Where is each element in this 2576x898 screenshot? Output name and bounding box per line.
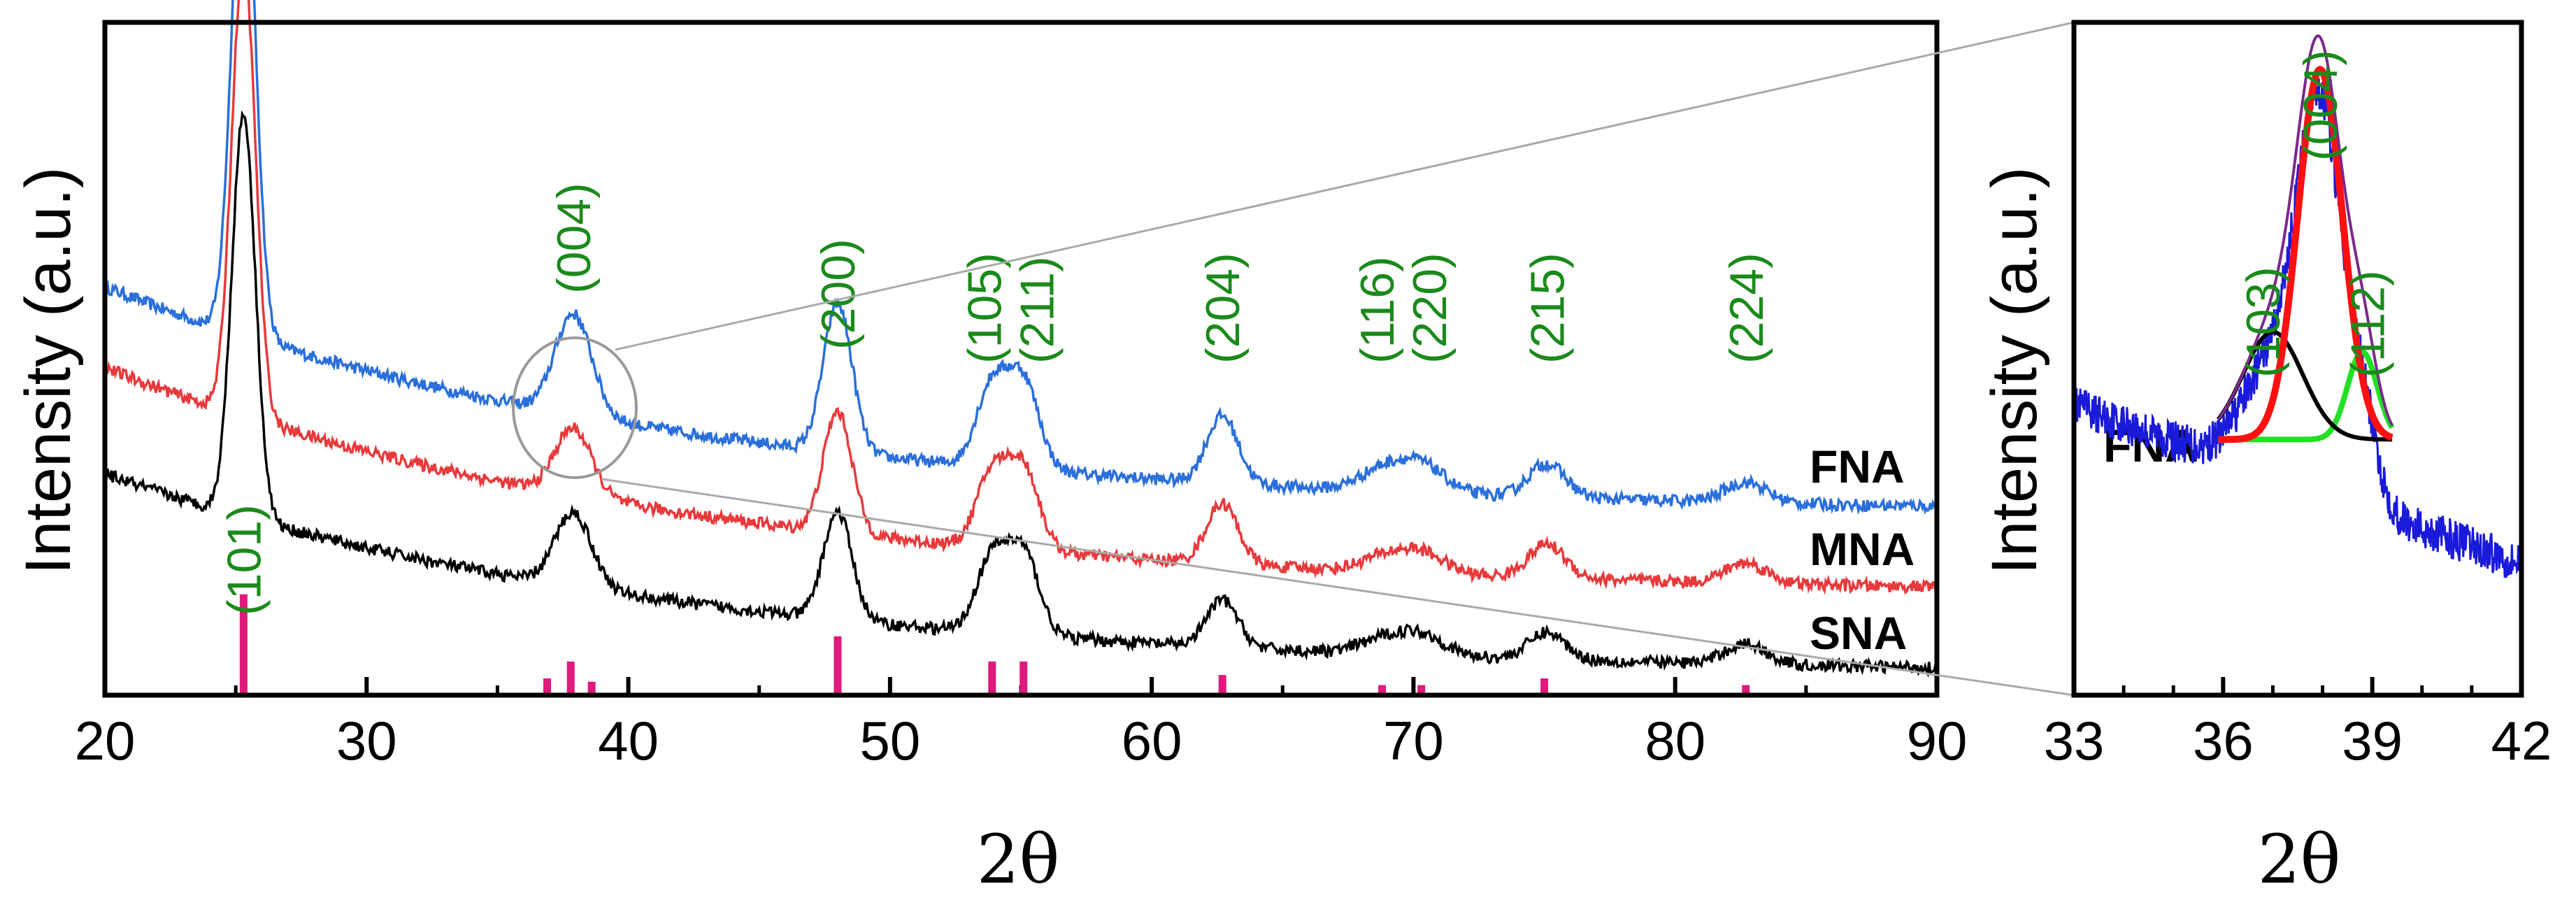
main-x-tick-label: 30 xyxy=(336,710,397,771)
inset-peak-label: (103) xyxy=(2237,266,2290,378)
inset-x-tick-label: 33 xyxy=(2044,710,2105,771)
peak-label: (215) xyxy=(1521,252,1574,364)
inset-x-axis-label: 2θ xyxy=(2258,820,2341,898)
main-x-tick-label: 70 xyxy=(1383,710,1444,771)
peak-label: (200) xyxy=(812,238,865,350)
main-x-tick-label: 60 xyxy=(1122,710,1182,771)
peak-label: (204) xyxy=(1196,252,1250,364)
zoom-connector xyxy=(512,21,2075,697)
series-label: FNA xyxy=(1810,441,1905,492)
diffraction-line-sna xyxy=(103,110,1938,678)
main-y-axis-label: Intensity (a.u.) xyxy=(13,167,84,575)
peak-label: (224) xyxy=(1720,252,1773,364)
diffraction-line-mna xyxy=(103,0,1938,595)
main-x-tick-label: 20 xyxy=(75,710,136,771)
inset-data-line xyxy=(2073,71,2523,578)
inset-peak-label: (004) xyxy=(2294,50,2347,161)
zoom-line-bottom xyxy=(601,478,2075,697)
main-x-axis-label: 2θ xyxy=(977,820,1060,898)
peak-label: (211) xyxy=(1010,256,1064,364)
inset-x-tick-label: 39 xyxy=(2342,710,2403,771)
main-chart-panel: Intensity (a.u.) 2θ 20 30 40 50 60 70 80 90 (10… xyxy=(13,0,1967,898)
series-label: MNA xyxy=(1810,523,1915,575)
diffraction-line-fna xyxy=(103,0,1938,515)
inset-peak-label: (112) xyxy=(2342,270,2395,378)
series-label: SNA xyxy=(1810,607,1907,659)
peak-label: (105) xyxy=(959,252,1012,364)
main-x-tick-label: 80 xyxy=(1645,710,1705,771)
inset-chart-panel: Intensity (a.u.) 2θ FNA 33 36 39 42 (103)(0… xyxy=(1979,20,2552,898)
fit-curve-004 xyxy=(2218,66,2393,443)
inset-x-tick-label: 36 xyxy=(2193,710,2254,771)
inset-plot-frame xyxy=(2071,20,2524,698)
main-x-tick-label: 90 xyxy=(1907,710,1968,771)
inset-x-tick-label: 42 xyxy=(2491,710,2552,771)
main-x-tick-label: 50 xyxy=(859,710,920,771)
peak-label: (116) xyxy=(1351,256,1404,364)
zoom-region-circle xyxy=(512,336,638,479)
inset-y-axis-label: Intensity (a.u.) xyxy=(1979,167,2050,575)
peak-label: (004) xyxy=(548,183,601,294)
peak-label: (101) xyxy=(217,504,271,615)
main-plot-frame xyxy=(102,20,1940,698)
zoom-line-top xyxy=(615,21,2075,351)
fit-envelope xyxy=(2217,34,2393,427)
main-x-tick-label: 40 xyxy=(598,710,659,771)
peak-label: (220) xyxy=(1403,252,1457,364)
